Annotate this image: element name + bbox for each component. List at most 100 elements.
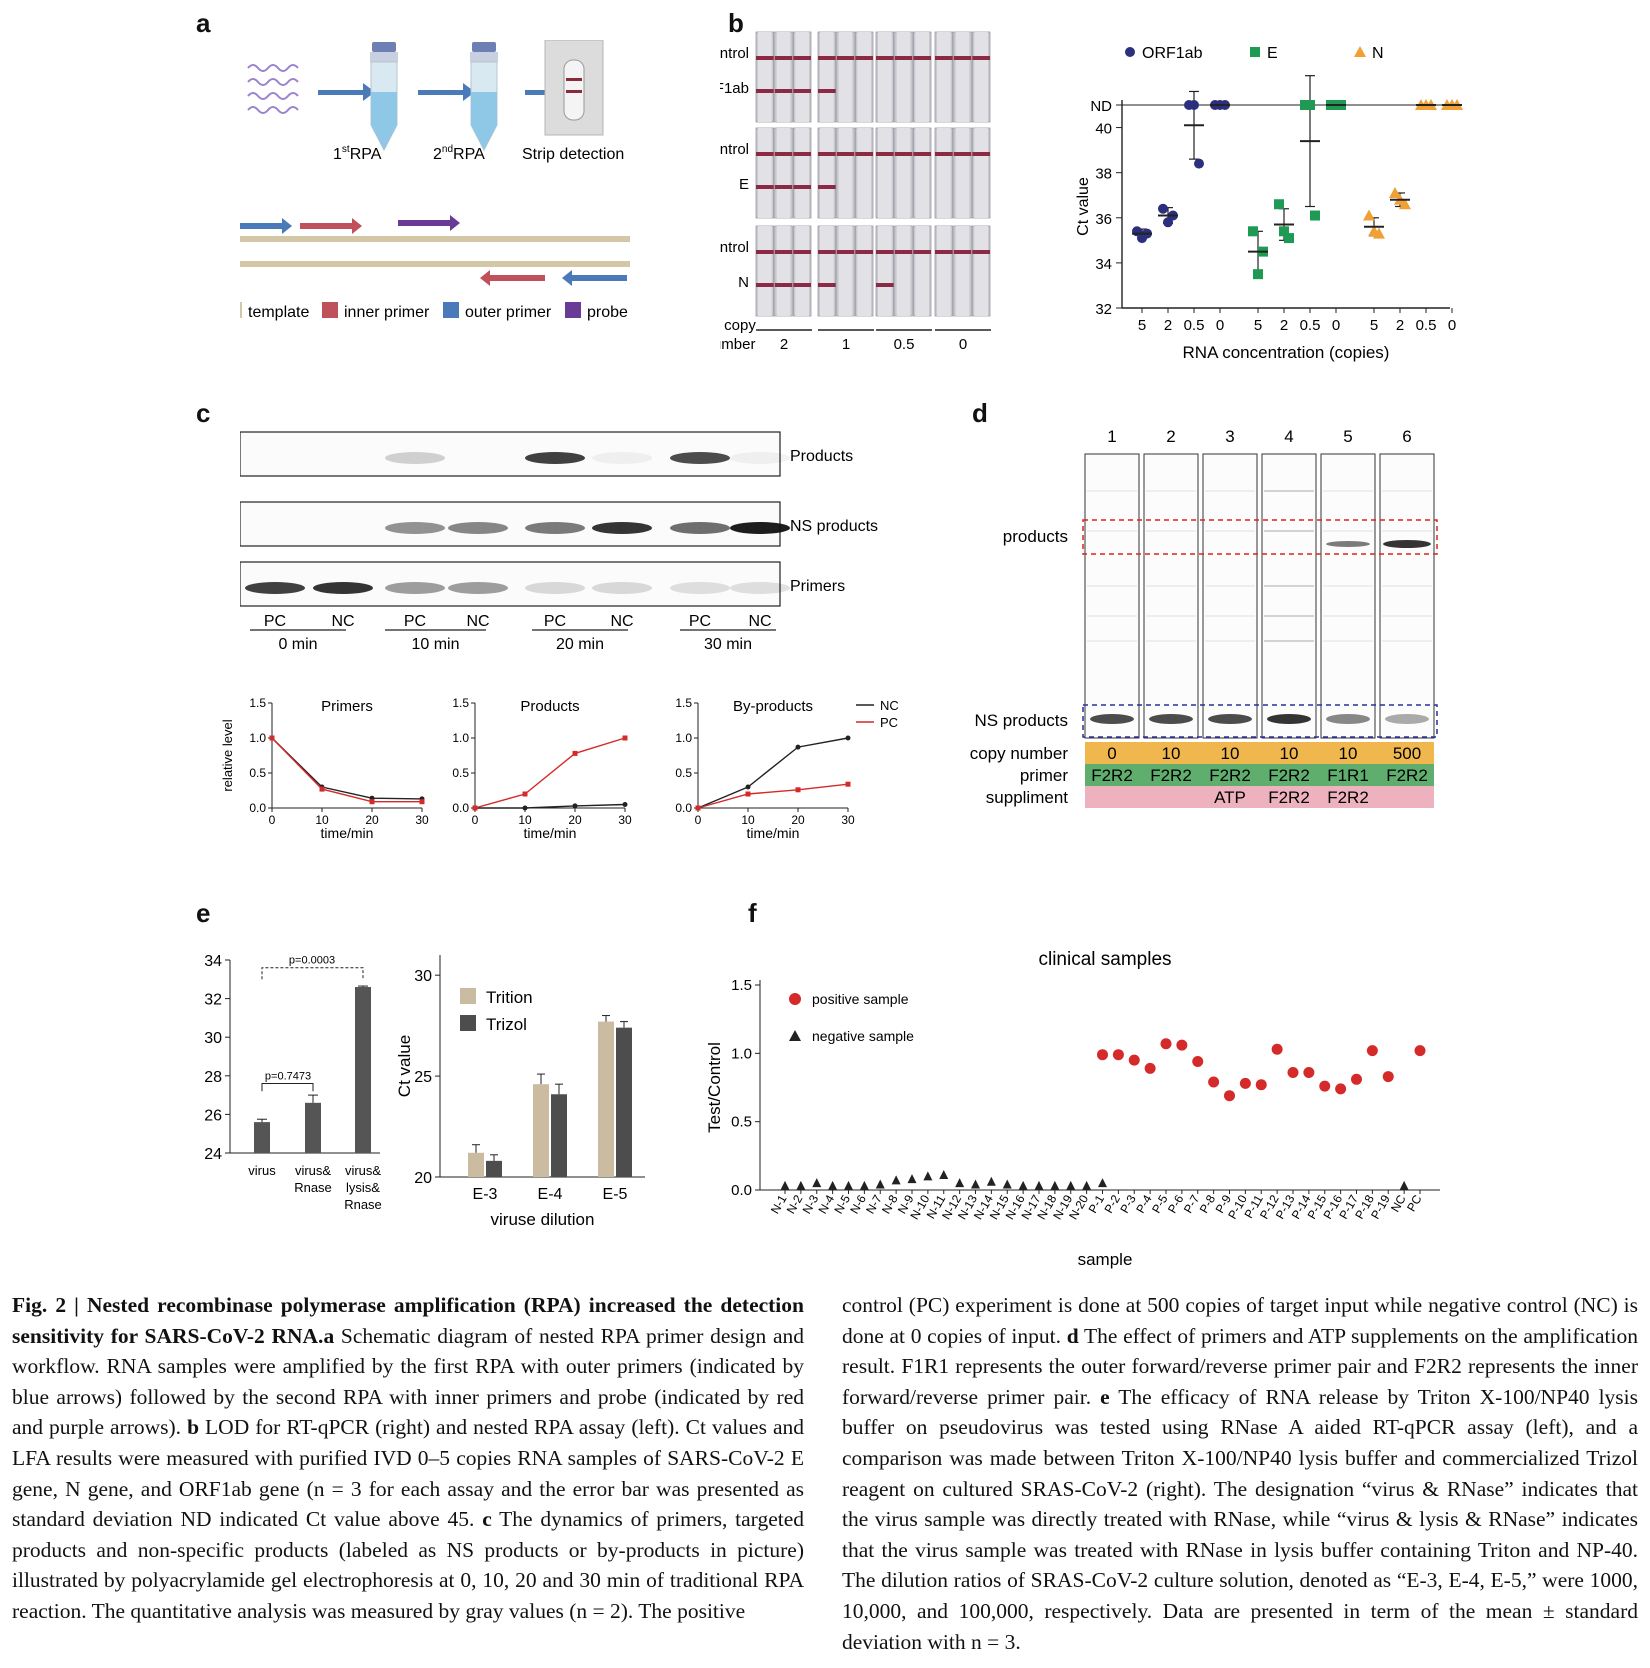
strip-pad xyxy=(974,32,988,122)
series-line xyxy=(697,783,849,809)
x-tick-label: 20 xyxy=(568,813,582,827)
lane-number: 2 xyxy=(1166,427,1175,446)
strip-pad xyxy=(878,226,892,316)
faint-band xyxy=(1146,615,1196,617)
data-point xyxy=(1050,1180,1060,1190)
legend-label: Trizol xyxy=(486,1015,527,1034)
strip-pad xyxy=(878,32,892,122)
strip-pad xyxy=(838,226,853,316)
strip-test-line xyxy=(793,185,811,189)
y-tick-label: 1.0 xyxy=(249,731,266,745)
faint-band xyxy=(1382,530,1432,532)
y-tick-label: 24 xyxy=(204,1146,222,1163)
workflow-arrow-icons xyxy=(318,83,582,101)
lane-label: PC xyxy=(689,613,711,630)
strip-pad xyxy=(955,128,970,218)
gel-band xyxy=(730,582,790,594)
copy-number-value: 0.5 xyxy=(894,336,915,353)
strip-control-line xyxy=(876,250,894,254)
table-cell: F1R1 xyxy=(1327,766,1369,785)
strip-control-line xyxy=(953,152,972,156)
gel-band xyxy=(525,522,585,534)
gel-band xyxy=(730,452,790,464)
faint-band xyxy=(1087,530,1137,532)
data-point xyxy=(875,1179,885,1189)
x-tick-label: 0.5 xyxy=(1184,317,1205,334)
time-label: 20 min xyxy=(556,636,604,653)
gel-lane xyxy=(1261,453,1317,739)
strip-control-line xyxy=(855,250,873,254)
primer-legend: template inner primer outer primer probe xyxy=(226,302,628,321)
data-point xyxy=(622,735,628,741)
data-point xyxy=(1255,1079,1267,1091)
data-point xyxy=(1189,100,1199,110)
faint-band xyxy=(1264,585,1314,587)
step-3-label: Strip detection xyxy=(522,146,624,163)
faint-band xyxy=(1264,490,1314,492)
faint-band xyxy=(1264,530,1314,532)
y-tick-label: 25 xyxy=(414,1069,432,1086)
data-point xyxy=(1176,1039,1188,1051)
panel-a: 1stRPA 2ndRPA Strip detection template i… xyxy=(226,39,680,360)
strip-pad xyxy=(915,128,929,218)
x-tick-label: 2 xyxy=(1280,317,1288,334)
time-label: 0 min xyxy=(278,636,317,653)
faint-band xyxy=(1205,615,1255,617)
faint-band xyxy=(1323,640,1373,642)
strip-pad xyxy=(974,128,988,218)
strip-control-line xyxy=(894,152,913,156)
y-tick-label: 1.5 xyxy=(249,696,266,710)
strip-control-line xyxy=(972,250,990,254)
strip-control-line xyxy=(953,56,972,60)
y-tick-label: 0.5 xyxy=(675,766,692,780)
lane-number: 4 xyxy=(1284,427,1293,446)
faint-band xyxy=(1087,640,1137,642)
strip-control-line xyxy=(855,152,873,156)
y-tick-label: 36 xyxy=(1095,211,1112,228)
series-line xyxy=(697,737,849,809)
strip-pad xyxy=(820,32,834,122)
faint-band xyxy=(1205,585,1255,587)
products-label: products xyxy=(1003,527,1068,546)
gel-band xyxy=(313,582,373,594)
strip-control-line xyxy=(756,56,774,60)
strip-pad xyxy=(878,128,892,218)
data-point xyxy=(939,1169,949,1179)
data-point xyxy=(572,803,578,809)
panel-b-chart: 32 34 36 38 40 ND Ct value 5 2 0.5 0 5 2 0.5 0 5 2 0.5 0 RN… xyxy=(1070,30,1490,375)
x-tick-label: 0 xyxy=(269,813,276,827)
faint-band xyxy=(1323,615,1373,617)
strip-control-line xyxy=(793,250,811,254)
legend-label: positive sample xyxy=(812,991,909,1007)
lane-label: PC xyxy=(544,613,566,630)
table-cell: 10 xyxy=(1339,744,1358,763)
x-tick-label: 20 xyxy=(791,813,805,827)
data-point xyxy=(1310,210,1320,221)
legend-label: ORF1ab xyxy=(1142,45,1203,62)
caption-text-d: The effect of primers and ATP supplement… xyxy=(842,1323,1638,1409)
table-row-bg xyxy=(1085,786,1434,808)
table-cell: ATP xyxy=(1214,788,1246,807)
data-point xyxy=(1399,198,1411,210)
legend-marker xyxy=(460,988,476,1004)
bar xyxy=(254,1122,270,1153)
x-tick-label: 10 xyxy=(741,813,755,827)
caption-text-b: LOD for RT-qPCR (right) and nested RPA a… xyxy=(12,1415,804,1532)
primer-design-diagram xyxy=(230,215,630,286)
data-point xyxy=(1194,158,1204,169)
table-row-bg xyxy=(1085,764,1434,786)
x-tick-label: virus& xyxy=(345,1163,381,1178)
caption-text-pc: control (PC) experiment is done at 500 c… xyxy=(842,1293,1638,1348)
strip-row-control-label: control xyxy=(720,141,749,158)
gel-lane xyxy=(1143,453,1199,739)
strip-test-line xyxy=(876,283,894,287)
panel-d: 1 2 3 4 5 6 products NS products copy number 0 10 1… xyxy=(950,420,1470,870)
data-point xyxy=(522,791,528,797)
gel-band xyxy=(525,452,585,464)
data-point xyxy=(1253,269,1263,280)
bar xyxy=(616,1027,632,1177)
gel-band xyxy=(592,582,652,594)
x-tick-label: E-5 xyxy=(603,1186,628,1203)
gel-band xyxy=(448,522,508,534)
